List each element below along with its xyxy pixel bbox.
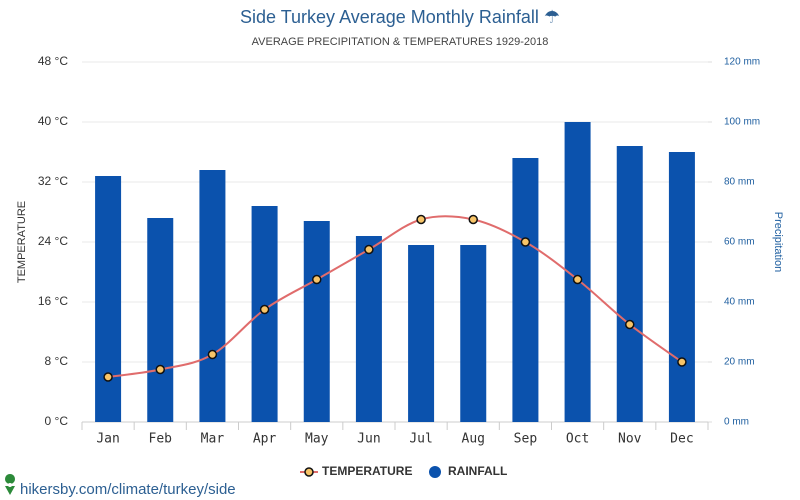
- x-tick-label: Sep: [514, 432, 538, 447]
- legend-item: TEMPERATURE: [300, 464, 412, 478]
- x-tick-label: Jul: [409, 432, 432, 447]
- y-tick-label: 32 °C: [38, 174, 68, 188]
- y-axis-label: TEMPERATURE: [16, 201, 28, 283]
- y2-tick-label: 20 mm: [724, 357, 755, 368]
- bar: [303, 221, 330, 422]
- x-tick-label: Feb: [149, 432, 173, 447]
- source-link[interactable]: hikersby.com/climate/turkey/side: [20, 481, 236, 498]
- chart-subtitle: AVERAGE PRECIPITATION & TEMPERATURES 192…: [252, 36, 549, 48]
- x-tick-label: Jan: [96, 432, 119, 447]
- y-tick-label: 8 °C: [45, 354, 69, 368]
- x-tick-label: May: [305, 432, 329, 447]
- temperature-point: [259, 304, 270, 315]
- y-tick-label: 16 °C: [38, 294, 68, 308]
- bar: [408, 245, 435, 422]
- temperature-point: [364, 244, 374, 255]
- bar: [616, 146, 643, 422]
- temperature-point: [677, 357, 687, 367]
- y-tick-label: 40 °C: [38, 114, 68, 128]
- temperature-point: [312, 274, 322, 285]
- legend-marker: [429, 466, 441, 478]
- x-tick-label: Mar: [201, 432, 225, 447]
- x-tick-label: Apr: [253, 432, 277, 447]
- legend-label: RAINFALL: [448, 464, 507, 478]
- x-tick-label: Oct: [566, 432, 589, 447]
- y-tick-label: 0 °C: [45, 414, 69, 428]
- x-tick-label: Dec: [670, 432, 693, 447]
- bar: [199, 170, 226, 422]
- y2-tick-label: 120 mm: [724, 57, 760, 68]
- temperature-point: [207, 349, 218, 360]
- legend-label: TEMPERATURE: [322, 464, 412, 478]
- source-icon: [5, 474, 16, 495]
- y2-axis-label: Precipitation: [772, 212, 784, 273]
- x-tick-label: Jun: [357, 432, 380, 447]
- legend-marker: [304, 467, 314, 477]
- y2-tick-label: 60 mm: [724, 237, 755, 248]
- y2-tick-label: 100 mm: [724, 117, 760, 128]
- bar: [512, 158, 539, 422]
- y2-tick-label: 0 mm: [724, 417, 749, 428]
- temperature-point: [468, 214, 478, 225]
- y2-tick-label: 40 mm: [724, 297, 755, 308]
- y-tick-label: 24 °C: [38, 234, 68, 248]
- temperature-point: [572, 274, 583, 285]
- bar: [95, 176, 122, 422]
- bar: [355, 236, 382, 422]
- legend-item: RAINFALL: [429, 464, 507, 478]
- y2-tick-label: 80 mm: [724, 177, 755, 188]
- temperature-point: [103, 372, 113, 382]
- y-tick-label: 48 °C: [38, 54, 68, 68]
- bar: [147, 218, 174, 422]
- temperature-point: [520, 237, 531, 247]
- x-tick-label: Nov: [618, 432, 642, 447]
- x-tick-label: Aug: [462, 432, 485, 447]
- temperature-point: [155, 364, 165, 375]
- chart-title: Side Turkey Average Monthly Rainfall ☂: [240, 7, 560, 27]
- bar: [460, 245, 487, 422]
- bar: [668, 152, 695, 422]
- temperature-point: [416, 214, 426, 225]
- temperature-point: [625, 319, 635, 330]
- temperature-line: [107, 215, 683, 378]
